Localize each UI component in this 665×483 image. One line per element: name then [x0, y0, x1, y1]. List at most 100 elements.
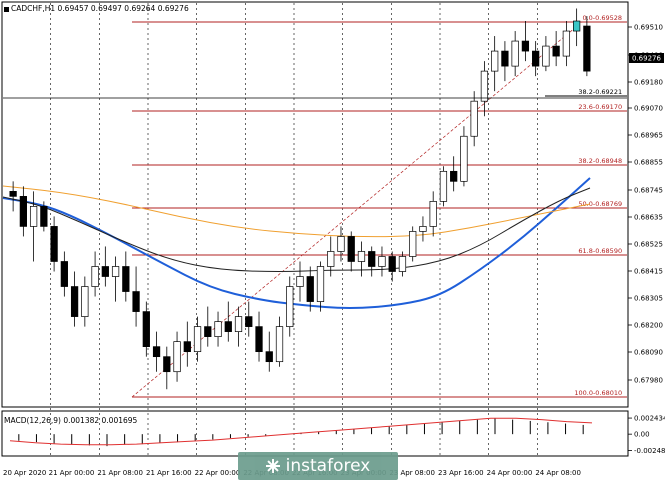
- candle-body: [337, 236, 345, 252]
- candle-body: [562, 30, 571, 57]
- fib-label: 0.0-0.69528: [582, 14, 622, 22]
- time-label: 21 Apr 16:00: [146, 469, 192, 477]
- candle-body: [480, 70, 489, 102]
- candle-body: [122, 266, 130, 292]
- fib-label: 23.6-0.69170: [578, 103, 622, 111]
- time-label: 23 Apr 16:00: [438, 469, 484, 477]
- ma-line-blue: [2, 177, 591, 309]
- time-label: 22 Apr 00:00: [195, 469, 241, 477]
- candle-body: [439, 170, 448, 202]
- candle-body: [183, 341, 191, 353]
- candle-body: [101, 266, 109, 277]
- candle-body: [419, 226, 427, 232]
- price-label: 0.68745: [634, 187, 663, 195]
- macd-indicator: [9, 417, 593, 447]
- price-label: 0.68965: [634, 132, 663, 140]
- candle-body: [9, 191, 17, 197]
- candle-body: [81, 286, 89, 317]
- candle-body: [132, 291, 140, 312]
- macd-label: 0.002434: [634, 415, 665, 423]
- time-label: 21 Apr 00:00: [49, 469, 95, 477]
- candle-body: [357, 251, 366, 262]
- time-label: 24 Apr 00:00: [487, 469, 533, 477]
- candle-body: [460, 135, 468, 182]
- candle-body: [40, 206, 48, 227]
- symbol-triangle-icon: [4, 6, 9, 12]
- price-label: 0.68635: [634, 214, 663, 222]
- candle-body: [142, 311, 150, 348]
- candle-body: [224, 321, 232, 332]
- current-price-label: 0.69276: [632, 55, 661, 63]
- candle-body: [163, 356, 171, 373]
- candle-body: [91, 266, 99, 287]
- ma-line-orange: [2, 185, 591, 238]
- candle-body: [19, 196, 27, 227]
- candle-body: [327, 251, 335, 267]
- candle-body: [583, 25, 591, 72]
- fibonacci-levels: 0.0-0.69528 38.2-0.69221 23.6-0.69170 38.2-…: [131, 14, 627, 398]
- watermark-logo: instaforex: [238, 452, 398, 480]
- candle-body: [316, 266, 325, 302]
- candle-body: [573, 20, 581, 32]
- candle-body: [193, 326, 202, 353]
- candle-body: [60, 261, 68, 287]
- fib-label: 38.2-0.69221: [578, 88, 622, 96]
- moving-averages: [2, 177, 591, 309]
- macd-info: MACD(12,26,9) 0.001382 0.001695: [4, 416, 138, 425]
- candle-body: [50, 226, 58, 262]
- symbol-info: CADCHF,H1 0.69457 0.69497 0.69264 0.6927…: [4, 4, 189, 13]
- price-label: 0.68200: [634, 322, 663, 330]
- price-label: 0.68525: [634, 241, 663, 249]
- ma-line-black: [2, 187, 591, 272]
- price-label: 0.69180: [634, 79, 663, 87]
- candle-body: [552, 45, 560, 57]
- candle-body: [388, 256, 396, 272]
- candle-body: [470, 100, 478, 137]
- candle-body: [491, 50, 499, 72]
- candle-body: [286, 286, 294, 327]
- candle-body: [111, 266, 120, 277]
- time-label: 24 Apr 08:00: [535, 469, 581, 477]
- candle-body: [29, 206, 38, 227]
- price-axis: 0.695100.694000.691800.690700.689650.688…: [3, 24, 664, 385]
- price-label: 0.69510: [634, 24, 663, 32]
- candle-body: [347, 236, 355, 262]
- fib-label: 61.8-0.68590: [578, 247, 622, 255]
- candle-body: [296, 276, 304, 287]
- candle-body: [511, 40, 519, 67]
- price-label: 0.68415: [634, 268, 663, 276]
- candle-body: [214, 321, 222, 337]
- time-label: 23 Apr 08:00: [389, 469, 435, 477]
- candle-body: [265, 351, 273, 363]
- time-label: 20 Apr 2020: [3, 469, 46, 477]
- candle-body: [173, 341, 181, 373]
- candle-body: [204, 326, 212, 337]
- candle-body: [275, 326, 284, 363]
- main-chart-frame: [1, 1, 629, 408]
- fib-label: 50.0-0.68769: [578, 200, 622, 208]
- candle-body: [542, 45, 550, 67]
- candle-body: [306, 276, 314, 302]
- candle-body: [378, 256, 386, 267]
- instaforex-star-icon: [265, 459, 280, 473]
- candle-body: [368, 251, 376, 267]
- candle-body: [398, 256, 407, 272]
- macd-signal-line: [9, 417, 593, 446]
- candle-body: [70, 286, 79, 317]
- candle-body: [152, 346, 161, 358]
- fib-label: 38.2-0.68948: [578, 157, 622, 165]
- macd-label: -0.002485: [634, 447, 665, 455]
- candle-body: [521, 40, 530, 52]
- price-label: 0.68090: [634, 349, 663, 357]
- fib-label: 100.0-0.68010: [574, 389, 622, 397]
- candlesticks: [9, 8, 591, 390]
- price-label: 0.69070: [634, 105, 663, 113]
- candle-body: [255, 326, 263, 353]
- price-label: 0.68305: [634, 295, 663, 303]
- candle-body: [501, 50, 509, 67]
- time-label: 21 Apr 08:00: [97, 469, 143, 477]
- candle-body: [450, 170, 458, 182]
- candle-body: [234, 316, 243, 332]
- watermark-text: instaforex: [285, 456, 371, 476]
